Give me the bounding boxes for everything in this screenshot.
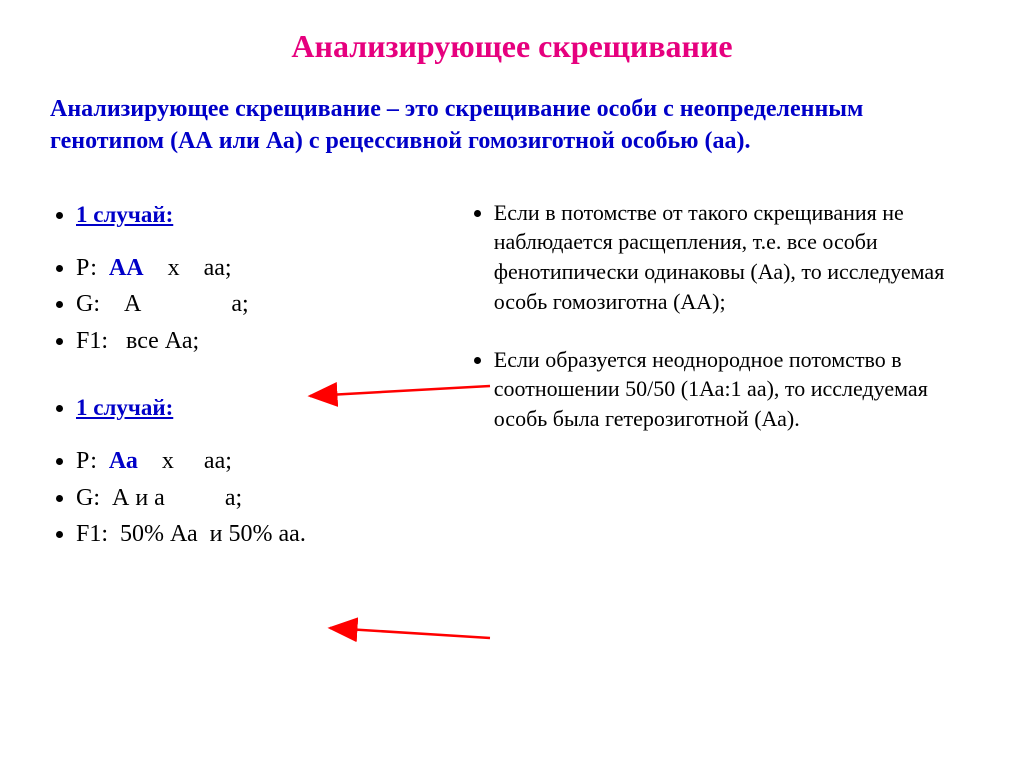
case2-g-line: G: А и а а; — [76, 481, 448, 516]
case1-g-line: G: А а; — [76, 287, 448, 322]
case2-p-line: Р: Аа х аа; — [76, 444, 448, 479]
case2-f1-line: F1: 50% Аа и 50% аа. — [76, 517, 448, 552]
case1-f1-line: F1: все Аа; — [76, 324, 448, 359]
left-column: 1 случай: Р: АА х аа; G: А а; F1: все Аа… — [50, 198, 448, 554]
page-title: Анализирующее скрещивание — [40, 28, 984, 65]
right-column: Если в потомстве от такого скрещивания н… — [468, 198, 974, 554]
explanation-1: Если в потомстве от такого скрещивания н… — [494, 198, 974, 317]
case2-header: 1 случай: — [76, 391, 448, 426]
case1-p-line: Р: АА х аа; — [76, 251, 448, 286]
content-columns: 1 случай: Р: АА х аа; G: А а; F1: все Аа… — [40, 198, 984, 554]
definition-text: Анализирующее скрещивание – это скрещива… — [40, 93, 984, 158]
case1-header: 1 случай: — [76, 198, 448, 233]
explanation-2: Если образуется неоднородное потомство в… — [494, 345, 974, 434]
spacer — [76, 361, 448, 389]
